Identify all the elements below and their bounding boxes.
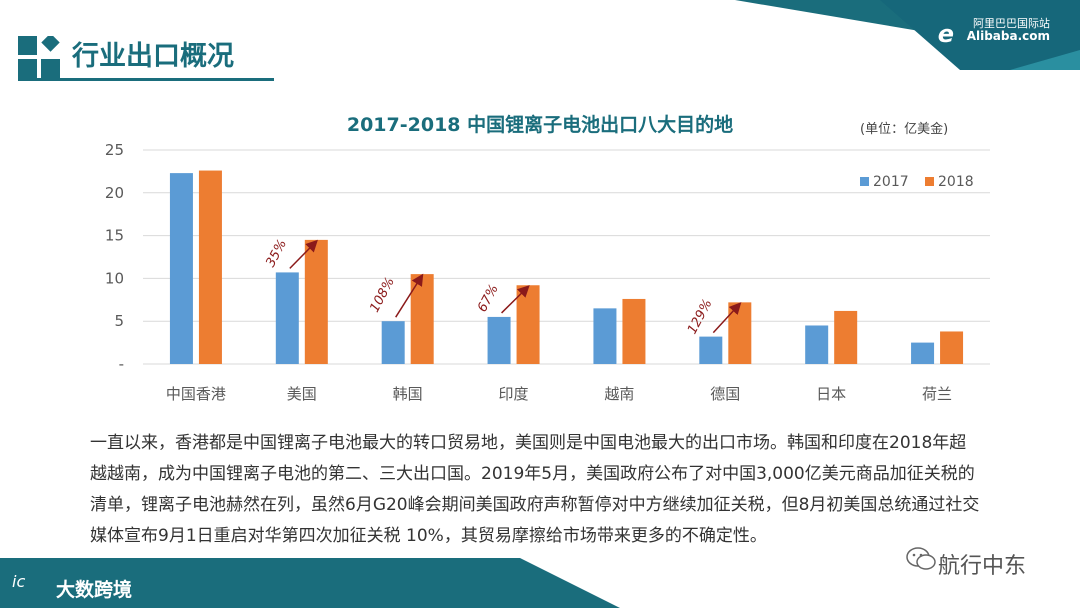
growth-label: 108%	[367, 275, 398, 315]
bottom-band	[0, 558, 620, 608]
brand-en: Alibaba.com	[966, 29, 1050, 44]
growth-arrow	[501, 285, 530, 314]
bar-2018	[728, 302, 752, 364]
legend-label: 2018	[938, 174, 974, 190]
x-tick-label: 越南	[604, 385, 634, 403]
bar-2017	[593, 308, 617, 364]
bar-2017	[169, 173, 193, 364]
body-paragraph: 一直以来，香港都是中国锂离子电池最大的转口贸易地，美国则是中国电池最大的出口市场…	[90, 433, 980, 546]
bar-2018	[940, 331, 964, 364]
x-tick-label: 日本	[816, 385, 846, 403]
y-tick-label: 20	[105, 184, 124, 202]
bar-2018	[198, 170, 222, 364]
bar-2017	[911, 342, 935, 364]
x-tick-label: 荷兰	[922, 385, 952, 403]
bar-2017	[699, 336, 723, 364]
brand-cn: 阿里巴巴国际站	[973, 17, 1050, 30]
page-title: 行业出口概况	[72, 41, 234, 72]
brand-logo: 阿里巴巴国际站 Alibaba.com	[966, 17, 1050, 44]
alibaba-logo-icon: e	[937, 20, 954, 48]
x-tick-label: 德国	[710, 385, 740, 403]
growth-arrow	[289, 239, 318, 269]
footer-left-text: 大数跨境	[56, 579, 133, 601]
chart-title: 2017-2018 中国锂离子电池出口八大目的地	[346, 114, 734, 136]
legend-label: 2017	[873, 174, 909, 190]
bar-2018	[304, 239, 328, 364]
growth-label: 35%	[263, 237, 290, 270]
grid-logo-icon	[18, 36, 60, 78]
growth-arrow	[712, 302, 742, 334]
bar-chart: - 5 10 15 20 25 中国香港 美国 韩国 印度 越南 德国 日本 荷兰 2017 2018 35% 1…	[105, 141, 990, 403]
x-tick-label: 韩国	[393, 385, 423, 403]
bar-2017	[381, 321, 405, 364]
y-tick-label: 15	[105, 227, 124, 245]
footer-right-text: 航行中东	[938, 554, 1027, 579]
unit-label: (单位：亿美金)	[860, 122, 949, 137]
legend-swatch	[860, 177, 869, 186]
bar-2017	[805, 325, 829, 364]
x-tick-label: 美国	[287, 385, 317, 403]
bar-2018	[410, 274, 434, 364]
bar-2017	[275, 272, 299, 364]
y-tick-label: 5	[114, 312, 124, 330]
growth-label: 129%	[685, 297, 716, 337]
bar-2018	[516, 285, 540, 364]
growth-arrow	[395, 273, 424, 318]
footer-logo-icon: ic	[12, 572, 26, 591]
growth-label: 67%	[475, 282, 502, 315]
x-tick-label: 印度	[499, 385, 529, 403]
bar-2018	[622, 298, 646, 364]
bar-2017	[487, 316, 511, 364]
title-underline	[18, 78, 274, 81]
corner-decoration	[735, 0, 1080, 70]
y-tick-label: 25	[105, 141, 124, 159]
wechat-icon	[906, 547, 936, 570]
y-tick-label: -	[119, 355, 124, 373]
bar-2018	[834, 310, 858, 364]
legend-swatch	[925, 177, 934, 186]
y-tick-label: 10	[105, 269, 124, 287]
x-tick-label: 中国香港	[166, 385, 226, 403]
